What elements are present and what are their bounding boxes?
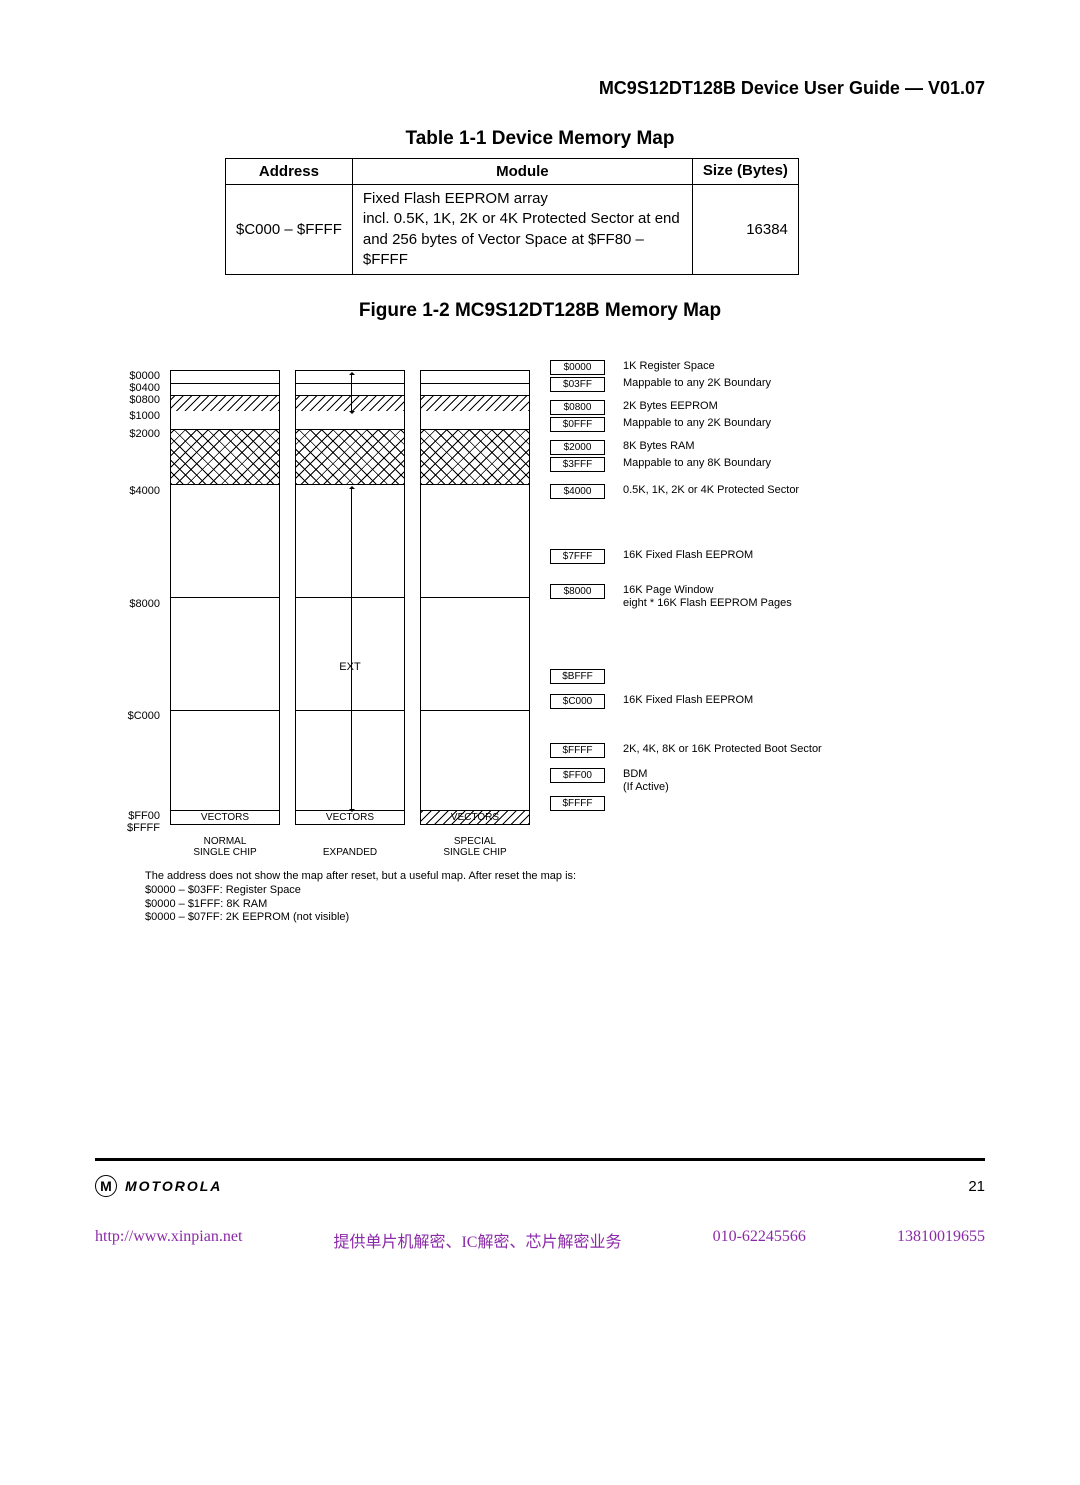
- region-desc: Mappable to any 2K Boundary: [605, 377, 771, 390]
- region-row: $FFFF: [550, 796, 822, 811]
- col-module: Module: [352, 159, 692, 185]
- logo-text: MOTOROLA: [125, 1178, 222, 1194]
- col-size: Size (Bytes): [692, 159, 798, 185]
- memory-column: VECTORSSPECIALSINGLE CHIP: [420, 370, 530, 825]
- region-desc: Mappable to any 2K Boundary: [605, 417, 771, 430]
- ext-label: EXT: [296, 661, 404, 673]
- footnote: The address does not show the map after …: [145, 870, 576, 925]
- bottom-text: 提供单片机解密、IC解密、芯片解密业务: [333, 1228, 621, 1252]
- region-desc: BDM(If Active): [605, 768, 669, 793]
- region-row: $20008K Bytes RAM: [550, 440, 822, 455]
- bottom-tel1: 010-62245566: [713, 1228, 806, 1252]
- region-desc: 16K Fixed Flash EEPROM: [605, 694, 753, 707]
- memory-map-table: Address Module Size (Bytes) $C000 – $FFF…: [225, 158, 799, 275]
- region-row: $3FFFMappable to any 8K Boundary: [550, 457, 822, 472]
- footer-rule: [95, 1158, 985, 1161]
- addr-label: $0800: [110, 394, 160, 406]
- region-desc: Mappable to any 8K Boundary: [605, 457, 771, 470]
- region-addr: $2000: [550, 440, 605, 455]
- bottom-tel2: 13810019655: [897, 1228, 985, 1252]
- addr-label: $1000: [110, 410, 160, 422]
- region-desc: 8K Bytes RAM: [605, 440, 695, 453]
- region-addr: $0000: [550, 360, 605, 375]
- addr-label: $2000: [110, 428, 160, 440]
- region-row: $FF00BDM(If Active): [550, 768, 822, 793]
- column-name: NORMALSINGLE CHIP: [161, 836, 289, 858]
- addr-label: $8000: [110, 598, 160, 610]
- region-row: $40000.5K, 1K, 2K or 4K Protected Sector: [550, 484, 822, 499]
- region-row: $BFFF: [550, 669, 822, 684]
- addr-label: $0000: [110, 370, 160, 382]
- region-row: $C00016K Fixed Flash EEPROM: [550, 694, 822, 709]
- logo-icon: M: [95, 1175, 117, 1197]
- addr-label: $FFFF: [110, 822, 160, 834]
- region-addr: $BFFF: [550, 669, 605, 684]
- bottom-url: http://www.xinpian.net: [95, 1228, 242, 1252]
- memory-map-diagram: $0000$0400$0800$1000$2000$4000$8000$C000…: [95, 340, 985, 900]
- region-addr: $FFFF: [550, 743, 605, 758]
- page-number: 21: [968, 1178, 985, 1195]
- region-desc: 1K Register Space: [605, 360, 715, 373]
- region-addr: $C000: [550, 694, 605, 709]
- region-row: $7FFF16K Fixed Flash EEPROM: [550, 549, 822, 564]
- region-row: $03FFMappable to any 2K Boundary: [550, 377, 822, 392]
- cell-size: 16384: [692, 185, 798, 275]
- column-name: SPECIALSINGLE CHIP: [411, 836, 539, 858]
- region-row: $00001K Register Space: [550, 360, 822, 375]
- vectors-label: VECTORS: [296, 810, 404, 824]
- region-row: $0FFFMappable to any 2K Boundary: [550, 417, 822, 432]
- region-addr: $FF00: [550, 768, 605, 783]
- vectors-label: VECTORS: [421, 810, 529, 824]
- table-title: Table 1-1 Device Memory Map: [0, 128, 1080, 150]
- region-addr: $7FFF: [550, 549, 605, 564]
- region-addr: $3FFF: [550, 457, 605, 472]
- region-row: $800016K Page Windoweight * 16K Flash EE…: [550, 584, 822, 609]
- region-addr: $8000: [550, 584, 605, 599]
- memory-column: VECTORSNORMALSINGLE CHIP: [170, 370, 280, 825]
- region-row: $08002K Bytes EEPROM: [550, 400, 822, 415]
- region-desc: 2K, 4K, 8K or 16K Protected Boot Sector: [605, 743, 822, 756]
- column-name: EXPANDED: [286, 847, 414, 858]
- addr-label: $C000: [110, 710, 160, 722]
- cell-module: Fixed Flash EEPROM array incl. 0.5K, 1K,…: [352, 185, 692, 275]
- bottom-info-line: http://www.xinpian.net 提供单片机解密、IC解密、芯片解密…: [95, 1228, 985, 1252]
- range-arrow: [351, 489, 352, 809]
- region-desc: 2K Bytes EEPROM: [605, 400, 718, 413]
- page-header-title: MC9S12DT128B Device User Guide — V01.07: [599, 78, 985, 99]
- region-addr: $FFFF: [550, 796, 605, 811]
- motorola-logo: M MOTOROLA: [95, 1175, 222, 1197]
- vectors-label: VECTORS: [171, 810, 279, 824]
- region-row: $FFFF2K, 4K, 8K or 16K Protected Boot Se…: [550, 743, 822, 758]
- cell-address: $C000 – $FFFF: [226, 185, 353, 275]
- region-addr: $03FF: [550, 377, 605, 392]
- region-addr: $4000: [550, 484, 605, 499]
- addr-label: $4000: [110, 485, 160, 497]
- region-descriptions: $00001K Register Space$03FFMappable to a…: [550, 360, 822, 813]
- region-desc: 0.5K, 1K, 2K or 4K Protected Sector: [605, 484, 799, 497]
- page-footer: M MOTOROLA 21: [95, 1175, 985, 1197]
- region-desc: 16K Fixed Flash EEPROM: [605, 549, 753, 562]
- region-addr: $0800: [550, 400, 605, 415]
- figure-title: Figure 1-2 MC9S12DT128B Memory Map: [0, 300, 1080, 322]
- region-addr: $0FFF: [550, 417, 605, 432]
- addr-label: $0400: [110, 382, 160, 394]
- memory-column: EXTVECTORSEXPANDED: [295, 370, 405, 825]
- col-address: Address: [226, 159, 353, 185]
- region-desc: 16K Page Windoweight * 16K Flash EEPROM …: [605, 584, 792, 609]
- addr-label: $FF00: [110, 810, 160, 822]
